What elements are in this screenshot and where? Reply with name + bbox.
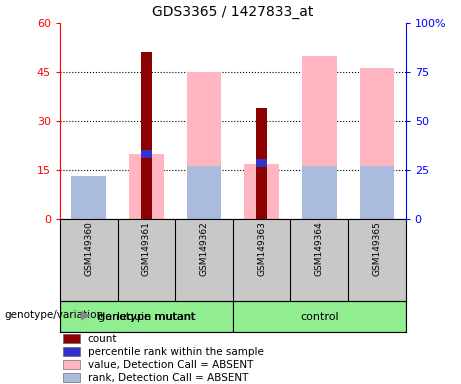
Text: GSM149361: GSM149361 xyxy=(142,221,151,276)
Bar xyxy=(187,72,221,219)
Text: percentile rank within the sample: percentile rank within the sample xyxy=(88,347,264,357)
Text: rank, Detection Call = ABSENT: rank, Detection Call = ABSENT xyxy=(88,372,248,382)
Text: value, Detection Call = ABSENT: value, Detection Call = ABSENT xyxy=(88,359,253,369)
Bar xyxy=(71,176,106,219)
Text: ▶: ▶ xyxy=(81,308,90,321)
Bar xyxy=(256,159,267,167)
Bar xyxy=(64,347,80,356)
Bar xyxy=(64,373,80,382)
Bar xyxy=(141,53,152,219)
Bar xyxy=(302,166,337,219)
Bar xyxy=(244,164,279,219)
Text: count: count xyxy=(88,334,117,344)
Bar xyxy=(64,334,80,343)
Bar xyxy=(141,149,152,158)
Text: genotype mutant: genotype mutant xyxy=(98,312,195,322)
Bar xyxy=(256,108,267,219)
Text: GSM149363: GSM149363 xyxy=(257,221,266,276)
Text: GSM149360: GSM149360 xyxy=(84,221,93,276)
Title: GDS3365 / 1427833_at: GDS3365 / 1427833_at xyxy=(152,5,313,19)
Text: GSM149365: GSM149365 xyxy=(372,221,381,276)
Text: GSM149362: GSM149362 xyxy=(200,221,208,276)
Bar xyxy=(129,154,164,219)
Bar xyxy=(360,68,394,219)
Bar xyxy=(71,194,106,219)
Text: control: control xyxy=(300,312,338,322)
Bar xyxy=(233,301,406,332)
Text: genotype/variation: genotype/variation xyxy=(5,310,104,320)
Text: Harlequin mutant: Harlequin mutant xyxy=(97,312,195,322)
Bar xyxy=(302,56,337,219)
Bar xyxy=(187,166,221,219)
Text: GSM149364: GSM149364 xyxy=(315,221,324,276)
Bar xyxy=(360,166,394,219)
Bar xyxy=(64,360,80,369)
Bar xyxy=(60,301,233,332)
